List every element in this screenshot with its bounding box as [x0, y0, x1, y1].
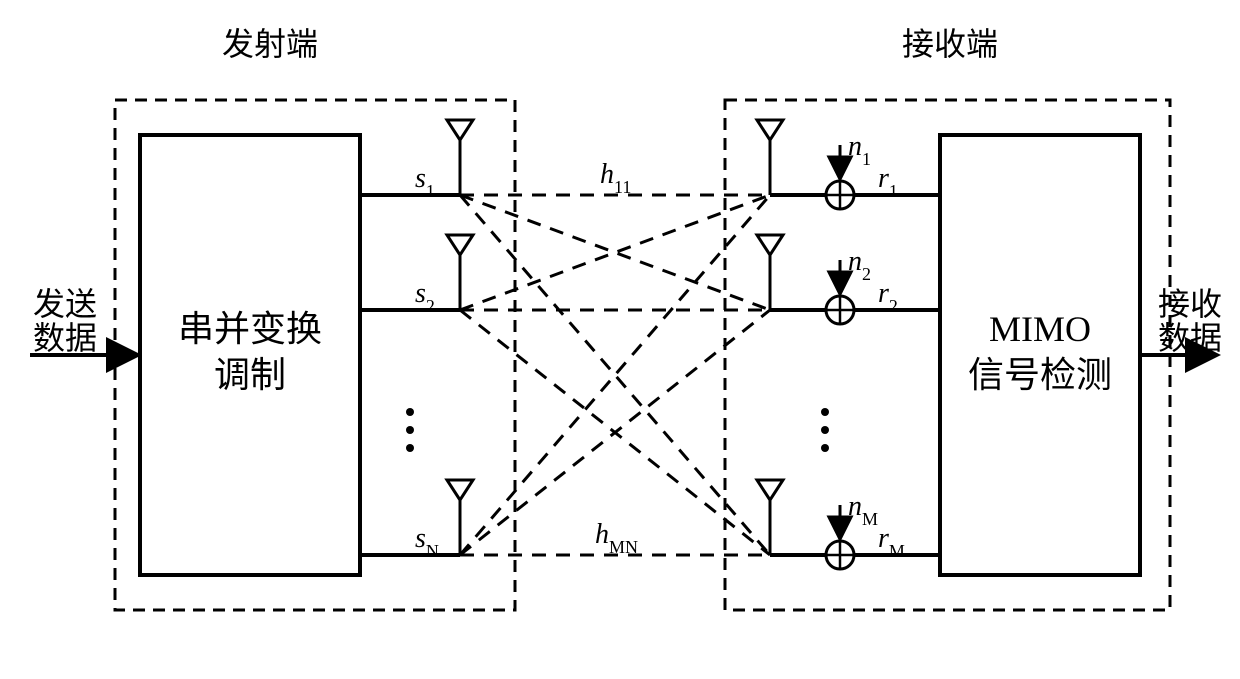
- tx-header: 发射端: [222, 26, 318, 62]
- hMN-label: hMN: [595, 519, 638, 557]
- tx-ellipsis-dot: [406, 408, 414, 416]
- mimo-system-diagram: 发射端接收端串并变换调制MIMO信号检测发送数据接收数据s1s2sNn1r1n2…: [0, 0, 1240, 679]
- noise-label-2: nM: [848, 491, 878, 529]
- rx-block-line1: MIMO: [989, 309, 1091, 349]
- tx-ellipsis-dot: [406, 426, 414, 434]
- input-label-1: 发送: [33, 286, 97, 322]
- rx-antenna-2-icon: [757, 480, 783, 500]
- noise-label-0: n1: [848, 131, 871, 169]
- rx-antenna-0-icon: [757, 120, 783, 140]
- tx-antenna-0-icon: [447, 120, 473, 140]
- rx-block-line2: 信号检测: [968, 355, 1112, 395]
- rx-header: 接收端: [902, 26, 998, 62]
- output-label-2: 数据: [1158, 320, 1222, 356]
- rx-ellipsis-dot: [821, 408, 829, 416]
- tx-antenna-2-icon: [447, 480, 473, 500]
- input-label-2: 数据: [33, 320, 97, 356]
- rx-ellipsis-dot: [821, 444, 829, 452]
- tx-block-line1: 串并变换: [178, 309, 322, 349]
- tx-antenna-1-icon: [447, 235, 473, 255]
- tx-ellipsis-dot: [406, 444, 414, 452]
- rx-antenna-1-icon: [757, 235, 783, 255]
- rx-ellipsis-dot: [821, 426, 829, 434]
- noise-label-1: n2: [848, 246, 871, 284]
- h11-label: h11: [600, 159, 631, 197]
- tx-block-line2: 调制: [214, 355, 286, 395]
- output-label-1: 接收: [1158, 286, 1222, 322]
